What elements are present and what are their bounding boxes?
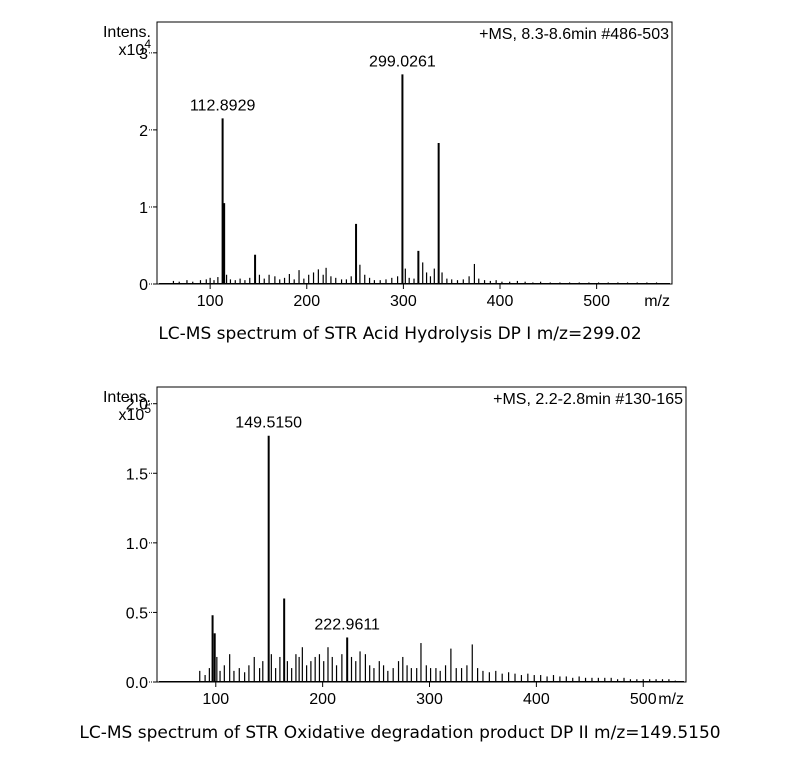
x-tick-label: 500 bbox=[630, 691, 657, 708]
spectrum-chart-1: 0 1 2 3 100 200 300 400 500 m/z Intens.x104 +MS, 8.… bbox=[103, 21, 673, 310]
x-tick-label: 300 bbox=[416, 691, 443, 708]
peak-label: 149.5150 bbox=[235, 415, 302, 432]
x-tick-label: 300 bbox=[390, 293, 417, 310]
peak-label: 299.0261 bbox=[369, 53, 436, 70]
y-axis-multiplier: x104 bbox=[119, 37, 152, 59]
y-tick-label: 1.5 bbox=[126, 466, 148, 483]
y-tick-label: 2.0 bbox=[126, 397, 148, 414]
y-tick-label: 3 bbox=[139, 46, 148, 63]
spectrum-chart-2: 0.0 0.5 1.0 1.5 2.0 100 200 300 400 500 m/z Intens.… bbox=[103, 386, 687, 708]
y-tick-label: 0.0 bbox=[126, 675, 148, 692]
peak-label: 112.8929 bbox=[190, 97, 256, 114]
spectrum-peaks bbox=[172, 74, 665, 284]
y-multiplier-exponent: 5 bbox=[144, 402, 151, 416]
chart-caption: LC-MS spectrum of STR Oxidative degradat… bbox=[79, 723, 721, 743]
x-tick-label: 400 bbox=[523, 691, 550, 708]
scan-header: +MS, 8.3-8.6min #486-503 bbox=[479, 26, 669, 43]
y-axis-label: Intens. bbox=[103, 389, 151, 406]
scan-header: +MS, 2.2-2.8min #130-165 bbox=[493, 391, 683, 408]
spectrum-peaks bbox=[199, 435, 676, 682]
x-axis-label: m/z bbox=[658, 691, 684, 708]
x-axis-label: m/z bbox=[644, 293, 670, 310]
y-tick-label: 1.0 bbox=[126, 536, 148, 553]
y-tick-label: 1 bbox=[139, 200, 148, 217]
y-tick-label: 0 bbox=[139, 277, 148, 294]
spectrum-panel-2: 0.0 0.5 1.0 1.5 2.0 100 200 300 400 500 m/z Intens.… bbox=[0, 380, 800, 767]
x-tick-label: 400 bbox=[487, 293, 514, 310]
y-multiplier-base: x10 bbox=[119, 42, 145, 59]
x-tick-label: 200 bbox=[309, 691, 336, 708]
x-tick-label: 200 bbox=[293, 293, 320, 310]
spectrum-panel-1: 0 1 2 3 100 200 300 400 500 m/z Intens. x104 +MS, 8.… bbox=[0, 0, 800, 380]
y-tick-label: 0.5 bbox=[126, 605, 148, 622]
y-multiplier-base: x10 bbox=[119, 407, 145, 424]
x-tick-label: 100 bbox=[202, 691, 229, 708]
y-tick-label: 2 bbox=[139, 123, 148, 140]
x-tick-label: 500 bbox=[583, 293, 610, 310]
peak-label: 222.9611 bbox=[314, 616, 380, 633]
chart-caption: LC-MS spectrum of STR Acid Hydrolysis DP… bbox=[158, 324, 642, 344]
x-tick-label: 100 bbox=[197, 293, 224, 310]
y-axis-multiplier: x105 bbox=[119, 402, 152, 424]
y-axis-label: Intens. bbox=[103, 24, 151, 41]
y-multiplier-exponent: 4 bbox=[144, 37, 151, 51]
